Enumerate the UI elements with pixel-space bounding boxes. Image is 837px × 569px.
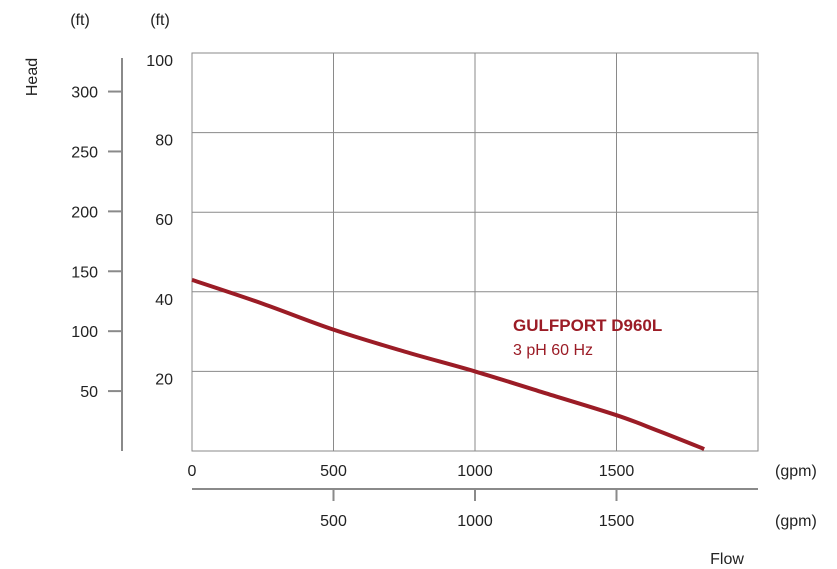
inner-y-tick-label: 80 [155, 133, 173, 150]
x-bottom-tick-label: 500 [320, 513, 347, 530]
outer-y-unit: (ft) [70, 12, 90, 29]
outer-y-tick-label: 250 [71, 144, 98, 161]
series-layer [191, 278, 705, 451]
x-bottom-tick-label: 1500 [599, 513, 635, 530]
outer-y-tick-label: 300 [71, 85, 98, 102]
inner-y-tick-label: 100 [146, 53, 173, 70]
outer-y-tick-label: 50 [80, 384, 98, 401]
inner-y-tick-label: 60 [155, 212, 173, 229]
outer-y-tick-label: 150 [71, 264, 98, 281]
inner-y-tick-label: 20 [155, 371, 173, 388]
x-top-tick-label: 1500 [599, 463, 635, 480]
y-axis-title: Head [24, 58, 41, 96]
inner-y-tick-label: 40 [155, 292, 173, 309]
x-top-tick-label: 0 [188, 463, 197, 480]
outer-y-tick-label: 200 [71, 204, 98, 221]
x-top-tick-label: 500 [320, 463, 347, 480]
grid [191, 52, 759, 452]
x-bottom-unit: (gpm) [775, 513, 817, 530]
x-top-tick-label: 1000 [457, 463, 493, 480]
tick-labels: 20 40 60 80 100 50 100 150 200 250 300 0 500 1000 1500… [71, 53, 634, 530]
x-top-unit: (gpm) [775, 463, 817, 480]
series-title: GULFPORT D960L [513, 316, 662, 335]
series-subtitle: 3 pH 60 Hz [513, 342, 593, 359]
outer-y-tick-label: 100 [71, 324, 98, 341]
x-axis-title: Flow [710, 551, 744, 568]
axes [108, 58, 758, 501]
series-line-gulfport-d960l [191, 278, 705, 451]
inner-y-unit: (ft) [150, 12, 170, 29]
x-bottom-tick-label: 1000 [457, 513, 493, 530]
